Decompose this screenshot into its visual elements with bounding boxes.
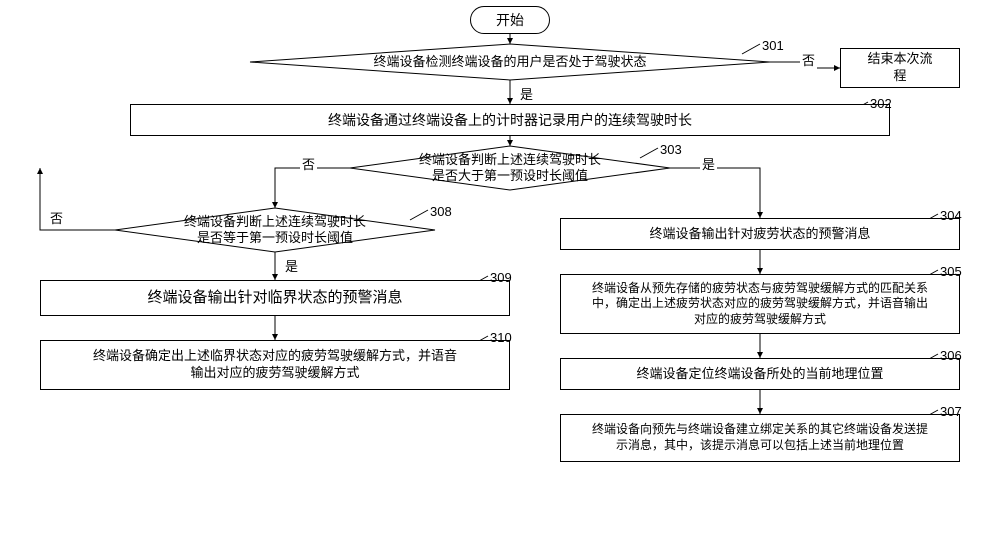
- ref-306: 306: [940, 348, 962, 363]
- ref-304: 304: [940, 208, 962, 223]
- ref-310: 310: [490, 330, 512, 345]
- edge-label: 是: [700, 154, 717, 173]
- ref-301: 301: [762, 38, 784, 53]
- ref-305: 305: [940, 264, 962, 279]
- p304: 终端设备输出针对疲劳状态的预警消息: [560, 218, 960, 250]
- ref-308: 308: [430, 204, 452, 219]
- decision-label: 终端设备判断上述连续驾驶时长 是否等于第一预设时长阈值: [147, 210, 403, 250]
- ref-309: 309: [490, 270, 512, 285]
- ref-302: 302: [870, 96, 892, 111]
- decision-label: 终端设备检测终端设备的用户是否处于驾驶状态: [302, 46, 718, 78]
- edge-label: 否: [300, 154, 317, 173]
- edge-label: 是: [518, 84, 535, 103]
- p307: 终端设备向预先与终端设备建立绑定关系的其它终端设备发送提 示消息，其中，该提示消…: [560, 414, 960, 462]
- end: 结束本次流 程: [840, 48, 960, 88]
- p306: 终端设备定位终端设备所处的当前地理位置: [560, 358, 960, 390]
- p305: 终端设备从预先存储的疲劳状态与疲劳驾驶缓解方式的匹配关系 中，确定出上述疲劳状态…: [560, 274, 960, 334]
- p309: 终端设备输出针对临界状态的预警消息: [40, 280, 510, 316]
- p310: 终端设备确定出上述临界状态对应的疲劳驾驶缓解方式，并语音 输出对应的疲劳驾驶缓解…: [40, 340, 510, 390]
- start: 开始: [470, 6, 550, 34]
- edge-label: 否: [48, 208, 65, 227]
- edge-label: 是: [283, 256, 300, 275]
- ref-307: 307: [940, 404, 962, 419]
- ref-303: 303: [660, 142, 682, 157]
- decision-label: 终端设备判断上述连续驾驶时长 是否大于第一预设时长阈值: [382, 148, 638, 188]
- p302: 终端设备通过终端设备上的计时器记录用户的连续驾驶时长: [130, 104, 890, 136]
- edge-label: 否: [800, 50, 817, 69]
